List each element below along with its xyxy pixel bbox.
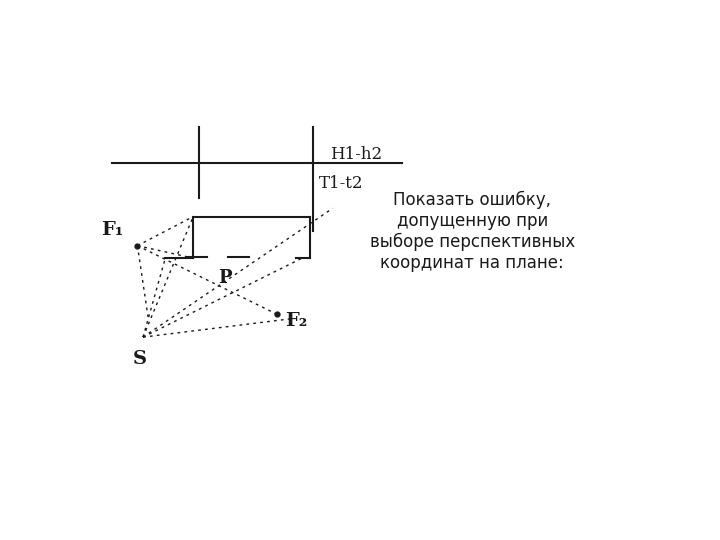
Text: H1-h2: H1-h2 xyxy=(330,146,382,163)
Text: T1-t2: T1-t2 xyxy=(319,175,364,192)
Text: S: S xyxy=(133,349,147,368)
Text: F₁: F₁ xyxy=(102,221,124,239)
Text: F₂: F₂ xyxy=(285,312,307,330)
Text: Показать ошибку,
допущенную при
выборе перспективных
координат на плане:: Показать ошибку, допущенную при выборе п… xyxy=(369,191,575,272)
Text: P: P xyxy=(218,268,232,287)
